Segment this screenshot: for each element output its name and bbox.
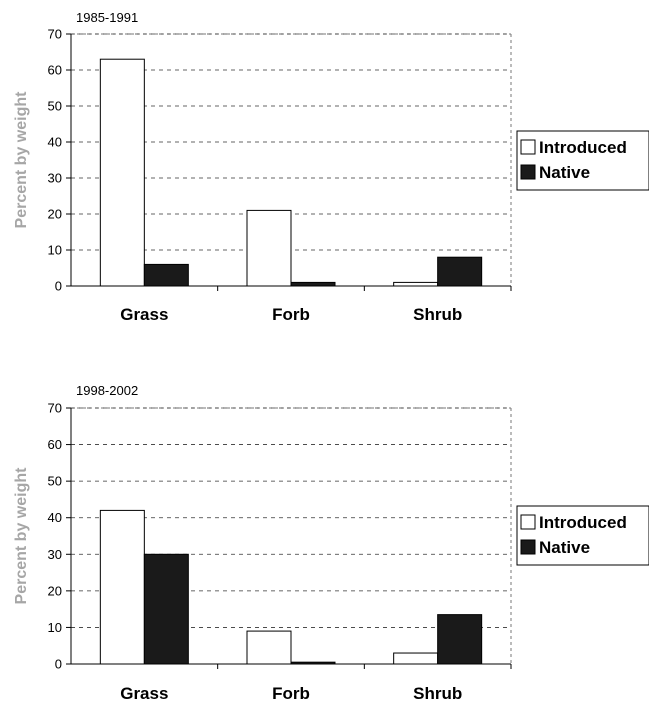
legend-box <box>516 505 649 566</box>
y-tick-label: 30 <box>48 547 62 562</box>
bar-introduced-grass <box>99 58 145 287</box>
bar-introduced-grass <box>99 509 145 665</box>
y-tick-label: 60 <box>48 63 62 78</box>
y-tick-label: 10 <box>48 243 62 258</box>
y-tick-label: 30 <box>48 171 62 186</box>
y-tick-label: 10 <box>48 620 62 635</box>
y-tick-label: 0 <box>55 657 62 672</box>
y-tick-label: 50 <box>48 474 62 489</box>
bar-introduced-forb <box>246 209 292 287</box>
bar-native-forb <box>290 661 336 665</box>
bar-introduced-shrub <box>393 281 439 287</box>
bar-introduced-shrub <box>393 652 439 665</box>
bar-introduced-forb <box>246 630 292 665</box>
y-tick-label: 0 <box>55 279 62 294</box>
legend-label-introduced: Introduced <box>539 513 627 532</box>
legend-swatch-introduced <box>520 514 536 530</box>
y-tick-label: 50 <box>48 99 62 114</box>
y-tick-label: 70 <box>48 27 62 42</box>
chart-1: 1985-1991 0 10 20 30 40 50 60 70 Percent by weigh… <box>13 10 649 324</box>
legend-swatch-introduced <box>520 139 536 155</box>
bar-native-forb <box>290 281 336 287</box>
y-tick-label: 70 <box>48 401 62 416</box>
legend-box <box>516 130 649 191</box>
x-category-label: Shrub <box>413 305 462 324</box>
bar-native-shrub <box>437 614 483 665</box>
chart-title: 1985-1991 <box>76 10 138 25</box>
bar-native-grass <box>143 553 189 665</box>
legend: Introduced Native <box>516 505 649 566</box>
legend-swatch-native <box>520 164 536 180</box>
chart-title: 1998-2002 <box>76 383 138 398</box>
legend-label-native: Native <box>539 163 590 182</box>
y-tick-label: 40 <box>48 510 62 525</box>
bar-native-shrub <box>437 256 483 287</box>
bar-native-grass <box>143 263 189 287</box>
x-category-label: Grass <box>120 684 168 703</box>
x-category-label: Forb <box>272 305 310 324</box>
chart-2: 1998-2002 0 10 20 30 40 50 60 70 Percent by weigh… <box>13 383 649 703</box>
y-tick-label: 40 <box>48 135 62 150</box>
x-category-label: Forb <box>272 684 310 703</box>
y-tick-label: 20 <box>48 207 62 222</box>
legend-swatch-native <box>520 539 536 555</box>
y-tick-label: 60 <box>48 437 62 452</box>
y-axis-label: Percent by weight <box>13 467 30 605</box>
x-category-label: Grass <box>120 305 168 324</box>
y-axis-label: Percent by weight <box>13 91 30 229</box>
y-tick-label: 20 <box>48 583 62 598</box>
legend-label-native: Native <box>539 538 590 557</box>
x-category-label: Shrub <box>413 684 462 703</box>
legend-label-introduced: Introduced <box>539 138 627 157</box>
legend: Introduced Native <box>516 130 649 191</box>
